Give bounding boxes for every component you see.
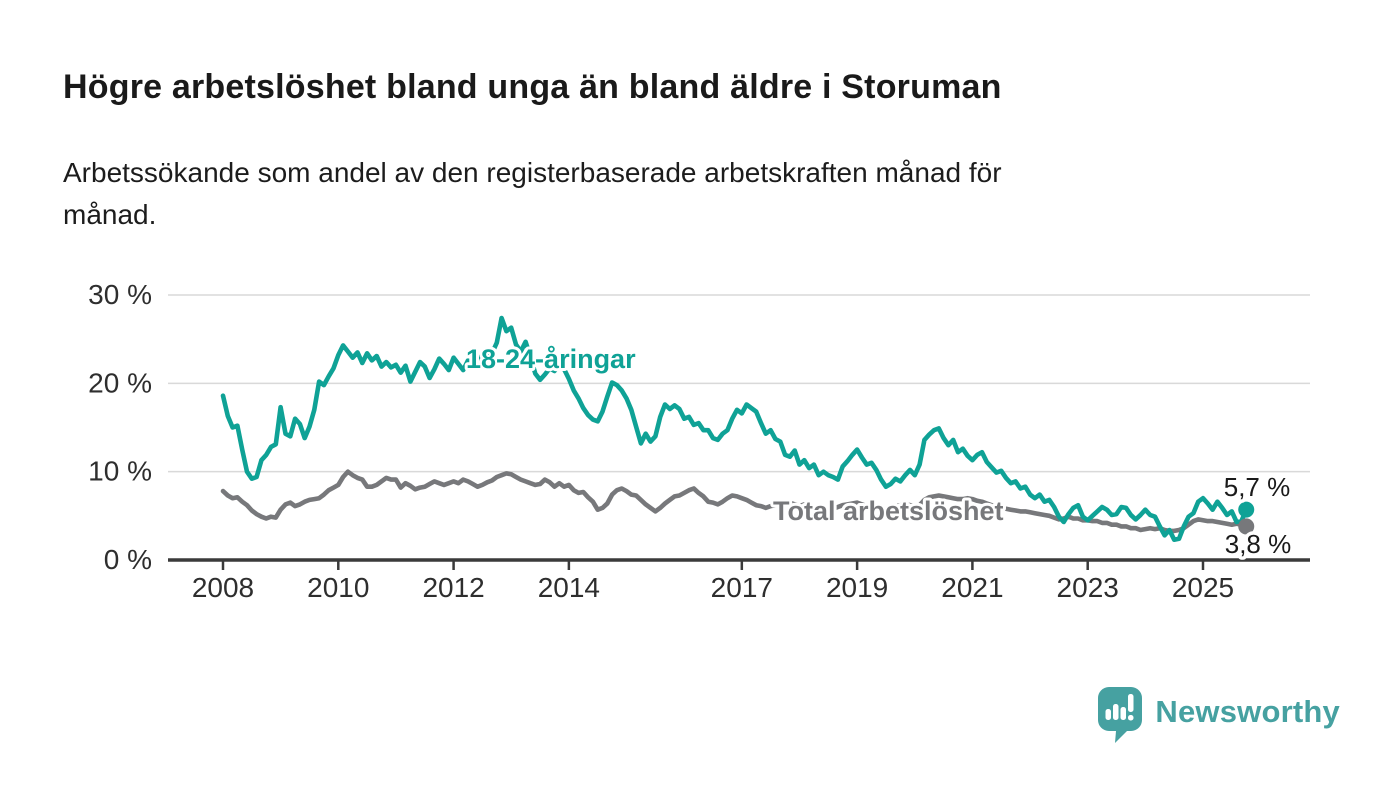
newsworthy-wordmark: Newsworthy <box>1155 694 1340 729</box>
end-value-total: 3,8 % <box>1225 529 1292 559</box>
series-line-total <box>220 469 1249 534</box>
end-value-youth: 5,7 % <box>1224 472 1291 502</box>
x-tick-label: 2023 <box>1057 572 1119 603</box>
series-label-youth: 18-24-åringar <box>466 344 636 374</box>
chart-subtitle: Arbetssökande som andel av den registerb… <box>63 152 1002 236</box>
y-tick-label: 10 % <box>88 456 152 487</box>
x-tick-label: 2010 <box>307 572 369 603</box>
unemployment-line-chart: 0 % 10 % 20 % 30 % 2008 2010 2012 2014 2017 2019 2… <box>88 279 1310 603</box>
series-line-youth <box>220 315 1249 542</box>
chart-subtitle-line2: månad. <box>63 199 157 230</box>
x-tick-label: 2017 <box>711 572 773 603</box>
y-tick-label: 0 % <box>104 544 152 575</box>
newsworthy-bubble-icon <box>1098 687 1143 743</box>
x-tick-label: 2008 <box>192 572 254 603</box>
y-tick-label: 20 % <box>88 367 152 398</box>
x-tick-label: 2019 <box>826 572 888 603</box>
newsworthy-logo: Newsworthy <box>1097 686 1340 744</box>
chart-subtitle-line1: Arbetssökande som andel av den registerb… <box>63 157 1002 188</box>
x-tick-label: 2021 <box>941 572 1003 603</box>
x-tick-label: 2012 <box>422 572 484 603</box>
x-tick-label: 2014 <box>538 572 600 603</box>
y-tick-label: 30 % <box>88 279 152 310</box>
page-title: Högre arbetslöshet bland unga än bland ä… <box>63 68 1002 106</box>
series-end-dot <box>1238 501 1255 518</box>
x-tick-label: 2025 <box>1172 572 1234 603</box>
series-end-dot <box>1238 518 1255 535</box>
series-label-total: Total arbetslöshet <box>773 496 1004 526</box>
